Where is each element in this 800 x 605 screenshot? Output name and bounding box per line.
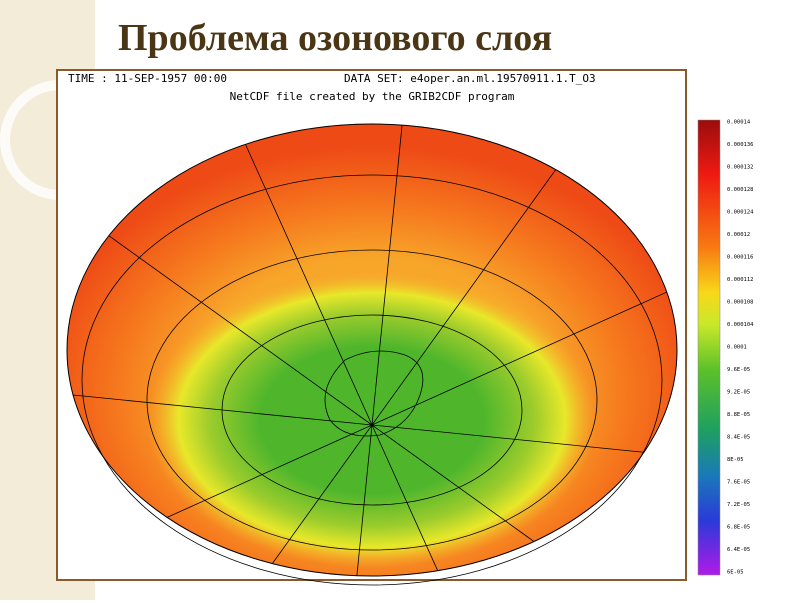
- meridian: [166, 424, 373, 518]
- colorbar-label: 6.8E-05: [727, 525, 750, 531]
- meridian: [371, 291, 667, 426]
- colorbar-label: 0.000112: [727, 277, 754, 283]
- colorbar-label: 9.2E-05: [727, 390, 750, 396]
- colorbar-label: 8.8E-05: [727, 412, 750, 418]
- meridian: [245, 144, 373, 426]
- slide-title: Проблема озонового слоя: [118, 17, 552, 59]
- colorbar-label: 6E-05: [727, 570, 744, 576]
- colorbar-label: 0.000132: [727, 165, 754, 171]
- colorbar-label: 0.000128: [727, 187, 754, 193]
- parallel: [221, 314, 523, 506]
- graticule: [73, 125, 667, 586]
- colorbar-label: 0.000104: [727, 322, 754, 328]
- meridian: [356, 424, 373, 576]
- meridian: [371, 424, 439, 571]
- time-label: TIME : 11-SEP-1957 00:00: [68, 72, 227, 85]
- meridian: [271, 424, 373, 564]
- colorbar-label: 0.00014: [727, 120, 751, 126]
- meridian: [108, 235, 373, 426]
- colorbar-label: 0.000108: [727, 300, 754, 306]
- meridian: [371, 424, 645, 453]
- parallel: [81, 174, 663, 586]
- meridian: [371, 169, 557, 426]
- colorbar-label: 0.000136: [727, 142, 754, 148]
- colorbar-label: 0.000124: [727, 210, 754, 216]
- dataset-label: DATA SET: e4oper.an.ml.19570911.1.T_O3: [344, 72, 596, 85]
- colorbar: [697, 119, 721, 576]
- colorbar-label: 6.4E-05: [727, 547, 750, 553]
- colorbar-label: 9.6E-05: [727, 367, 750, 373]
- colorbar-label: 0.000116: [727, 255, 754, 261]
- globe: [66, 123, 678, 577]
- ozone-hole: [147, 272, 597, 568]
- coastline: [324, 350, 424, 437]
- parallel: [146, 249, 598, 551]
- colorbar-label: 0.0001: [727, 345, 747, 351]
- map-subtitle: NetCDF file created by the GRIB2CDF prog…: [230, 90, 515, 103]
- colorbar-label: 0.00012: [727, 232, 750, 238]
- meridian: [371, 424, 535, 542]
- meridian: [73, 394, 373, 426]
- colorbar-label: 8E-05: [727, 457, 744, 463]
- colorbar-label: 7.2E-05: [727, 502, 750, 508]
- colorbar-labels: 0.00014 0.000136 0.000132 0.000128 0.000124 0…: [727, 120, 754, 576]
- colorbar-label: 8.4E-05: [727, 435, 750, 441]
- colorbar-label: 7.6E-05: [727, 480, 750, 486]
- meridian: [371, 125, 403, 426]
